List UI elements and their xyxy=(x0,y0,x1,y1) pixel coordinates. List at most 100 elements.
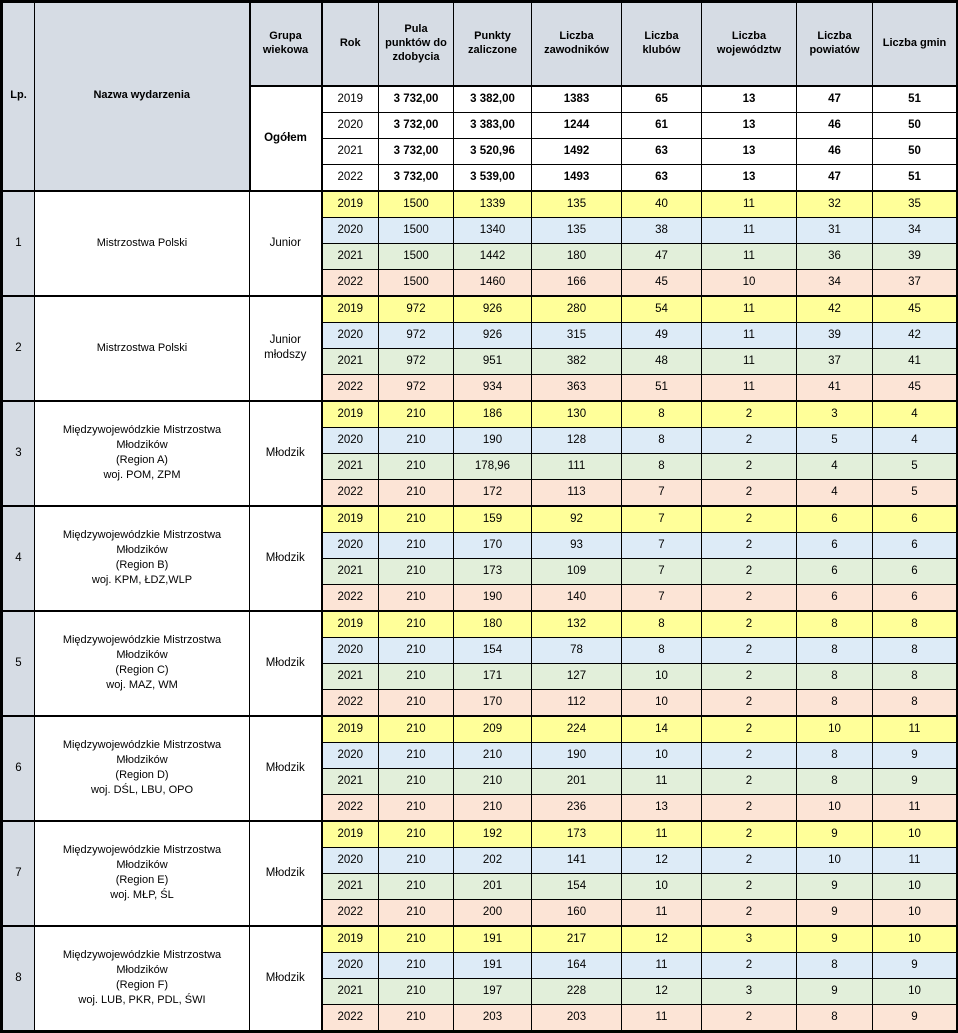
value-cell: 210 xyxy=(378,714,454,743)
value-cell: 190 xyxy=(453,583,532,611)
value-cell: 926 xyxy=(453,294,532,323)
year-cell: 2019 xyxy=(320,504,379,533)
value-cell: 10 xyxy=(872,924,958,953)
value-cell: 92 xyxy=(531,504,622,533)
age-group-cell: Młodzik xyxy=(249,504,322,611)
event-name-line: Międzywojewódzkie Mistrzostwa xyxy=(62,529,222,542)
row-number-cell: 3 xyxy=(1,399,35,506)
value-cell: 12 xyxy=(621,977,702,1005)
value-cell: 170 xyxy=(453,688,532,716)
value-cell: 8 xyxy=(796,767,873,795)
value-cell: 37 xyxy=(872,268,958,296)
value-cell: 217 xyxy=(531,924,622,953)
value-cell: 210 xyxy=(378,819,454,848)
value-cell: 934 xyxy=(453,373,532,401)
value-cell: 1383 xyxy=(531,85,622,113)
event-name-line: (Region E) xyxy=(115,874,169,886)
value-cell: 3 xyxy=(701,977,797,1005)
value-cell: 9 xyxy=(872,767,958,795)
column-header-liczba-klubow: Liczba klubów xyxy=(621,1,702,87)
age-group-cell: Młodzik xyxy=(249,609,322,716)
event-name-line: Międzywojewódzkie Mistrzostwa xyxy=(62,844,222,857)
value-cell: 128 xyxy=(531,426,622,454)
value-cell: 197 xyxy=(453,977,532,1005)
value-cell: 951 xyxy=(453,347,532,375)
value-cell: 34 xyxy=(872,216,958,244)
value-cell: 8 xyxy=(872,636,958,664)
row-number-cell: 8 xyxy=(1,924,35,1032)
row-number-cell: 7 xyxy=(1,819,35,926)
value-cell: 7 xyxy=(621,557,702,585)
event-name-line: woj. KPM, ŁDZ,WLP xyxy=(91,573,193,586)
value-cell: 10 xyxy=(872,819,958,848)
value-cell: 3 xyxy=(701,924,797,953)
value-cell: 186 xyxy=(453,399,532,428)
value-cell: 926 xyxy=(453,321,532,349)
year-cell: 2019 xyxy=(320,714,379,743)
event-name-cell: Międzywojewódzkie Mistrzostwa Młodzików (R… xyxy=(34,924,250,1032)
value-cell: 10 xyxy=(796,793,873,821)
value-cell: 8 xyxy=(621,399,702,428)
value-cell: 45 xyxy=(872,294,958,323)
value-cell: 1244 xyxy=(531,111,622,139)
value-cell: 4 xyxy=(796,452,873,480)
value-cell: 9 xyxy=(872,951,958,979)
value-cell: 10 xyxy=(796,846,873,874)
value-cell: 210 xyxy=(378,846,454,874)
value-cell: 6 xyxy=(872,583,958,611)
year-cell: 2022 xyxy=(320,373,379,401)
value-cell: 38 xyxy=(621,216,702,244)
value-cell: 1340 xyxy=(453,216,532,244)
event-name-line: Międzywojewódzkie Mistrzostwa xyxy=(62,634,222,647)
age-group-line: Młodzik xyxy=(265,656,305,669)
event-name-line: (Region B) xyxy=(115,559,169,571)
year-cell: 2021 xyxy=(320,767,379,795)
value-cell: 140 xyxy=(531,583,622,611)
value-cell: 35 xyxy=(872,189,958,218)
value-cell: 1460 xyxy=(453,268,532,296)
value-cell: 210 xyxy=(378,1003,454,1032)
age-group-line: Młodzik xyxy=(265,761,305,774)
year-cell: 2019 xyxy=(320,609,379,638)
event-name-cell: Mistrzostwa Polski xyxy=(34,294,250,401)
value-cell: 6 xyxy=(872,557,958,585)
value-cell: 130 xyxy=(531,399,622,428)
value-cell: 10 xyxy=(872,898,958,926)
age-group-cell: Junior xyxy=(249,189,322,296)
value-cell: 7 xyxy=(621,531,702,559)
year-cell: 2021 xyxy=(320,242,379,270)
value-cell: 46 xyxy=(796,111,873,139)
value-cell: 11 xyxy=(701,321,797,349)
value-cell: 2 xyxy=(701,478,797,506)
summary-group-label: Ogółem xyxy=(248,85,322,191)
value-cell: 11 xyxy=(701,294,797,323)
value-cell: 8 xyxy=(872,688,958,716)
year-cell: 2021 xyxy=(320,662,379,690)
value-cell: 11 xyxy=(872,846,958,874)
value-cell: 224 xyxy=(531,714,622,743)
age-group-line: Młodzik xyxy=(265,866,305,879)
row-number-cell: 1 xyxy=(1,189,35,296)
year-cell: 2021 xyxy=(320,977,379,1005)
value-cell: 7 xyxy=(621,583,702,611)
value-cell: 210 xyxy=(378,688,454,716)
value-cell: 972 xyxy=(378,347,454,375)
column-header-grupa-wiekowa: Grupa wiekowa xyxy=(248,1,322,87)
age-group-line: Junior xyxy=(269,236,301,249)
column-header-punkty-zaliczone: Punkty zaliczone xyxy=(453,1,532,87)
value-cell: 191 xyxy=(453,924,532,953)
event-name-line: woj. MAZ, WM xyxy=(106,678,178,691)
value-cell: 11 xyxy=(701,189,797,218)
event-name-cell: Międzywojewódzkie Mistrzostwa Młodzików (R… xyxy=(34,399,250,506)
value-cell: 41 xyxy=(796,373,873,401)
year-cell: 2022 xyxy=(320,1003,379,1032)
value-cell: 173 xyxy=(531,819,622,848)
value-cell: 210 xyxy=(378,426,454,454)
value-cell: 9 xyxy=(796,898,873,926)
value-cell: 280 xyxy=(531,294,622,323)
value-cell: 61 xyxy=(621,111,702,139)
value-cell: 10 xyxy=(872,872,958,900)
value-cell: 210 xyxy=(378,977,454,1005)
value-cell: 210 xyxy=(378,609,454,638)
value-cell: 228 xyxy=(531,977,622,1005)
